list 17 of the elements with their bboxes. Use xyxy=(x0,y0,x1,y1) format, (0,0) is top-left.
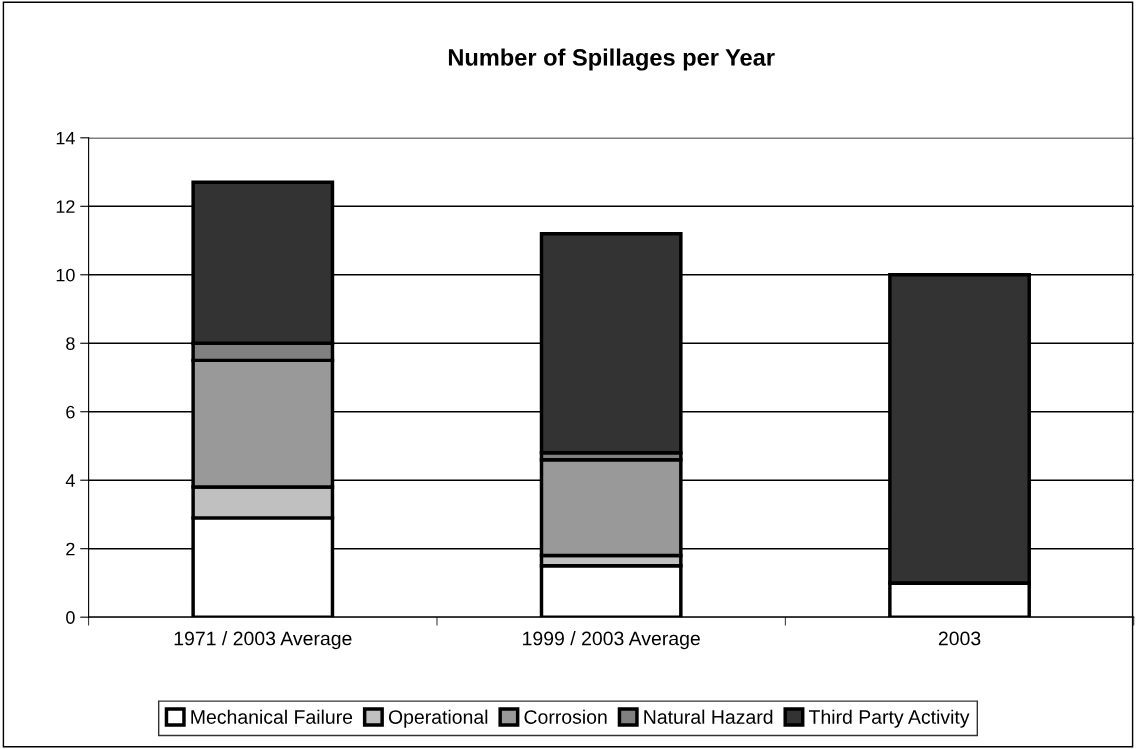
y-tick-label: 2 xyxy=(66,542,75,556)
y-tick-label: 10 xyxy=(56,268,75,282)
legend-label: Mechanical Failure xyxy=(191,709,353,724)
y-tick-label: 6 xyxy=(66,405,75,419)
x-tick-label: 1971 / 2003 Average xyxy=(174,631,352,650)
x-tick-label: 1999 / 2003 Average xyxy=(523,631,700,650)
y-tick-label: 8 xyxy=(66,337,75,350)
legend-label: Third Party Activity xyxy=(808,709,970,728)
y-tick-label: 12 xyxy=(56,200,75,213)
legend-label: Natural Hazard xyxy=(644,709,773,724)
legend-label: Corrosion xyxy=(524,709,607,724)
x-tick-label: 2003 xyxy=(938,631,981,646)
chart-title: Number of Spillages per Year xyxy=(448,48,775,71)
legend-label: Operational xyxy=(388,709,488,728)
y-tick-label: 14 xyxy=(56,131,75,145)
y-tick-label: 0 xyxy=(66,611,75,624)
y-tick-label: 4 xyxy=(65,474,75,487)
